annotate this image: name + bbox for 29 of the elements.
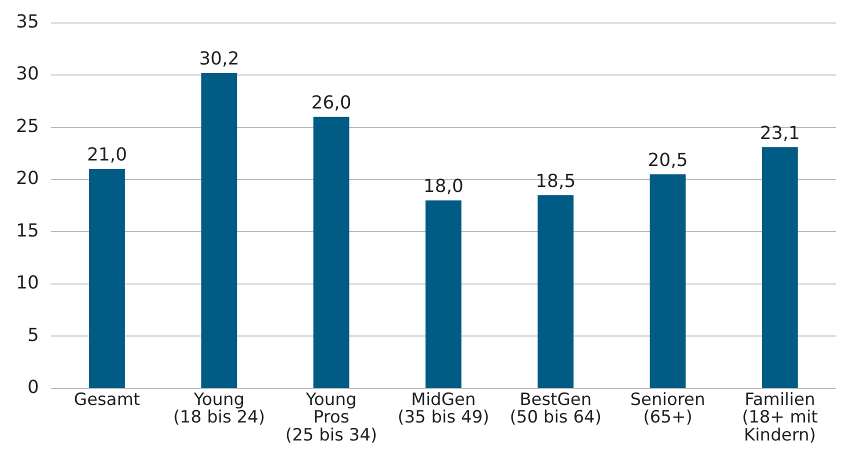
y-tick-label: 5 (27, 324, 39, 346)
data-label: 21,0 (86, 144, 128, 166)
bar (762, 147, 798, 388)
x-tick-label: Young (18 bis 24) (173, 390, 265, 428)
data-label: 18,5 (536, 170, 576, 192)
bar (650, 174, 686, 388)
bar (89, 169, 125, 388)
bar (538, 195, 574, 388)
y-tick-label: 0 (27, 377, 39, 398)
y-tick-label: 25 (16, 116, 39, 137)
y-tick-label: 20 (16, 168, 39, 190)
data-label: 30,2 (199, 48, 240, 70)
y-tick-label: 30 (16, 64, 39, 85)
bar (426, 200, 462, 388)
data-label: 23,1 (760, 122, 800, 144)
x-tick-label: Gesamt (74, 390, 140, 410)
data-label: 18,0 (423, 176, 464, 198)
y-tick-label: 10 (16, 272, 39, 294)
bar (201, 72, 238, 388)
x-tick-label: BestGen (50 bis 64) (510, 390, 602, 428)
x-tick-label: Young Pros (25 bis 34) (285, 390, 378, 446)
x-tick-label: Familien (18+ mit Kindern) (742, 390, 818, 446)
bar (313, 116, 350, 388)
data-label: 26,0 (311, 92, 352, 114)
data-label: 20,5 (648, 150, 688, 171)
x-tick-label: MidGen (35 bis 49) (398, 390, 490, 428)
x-tick-label: Senioren (65+) (630, 390, 706, 428)
y-tick-label: 15 (16, 220, 39, 242)
y-tick-label: 35 (16, 11, 39, 32)
